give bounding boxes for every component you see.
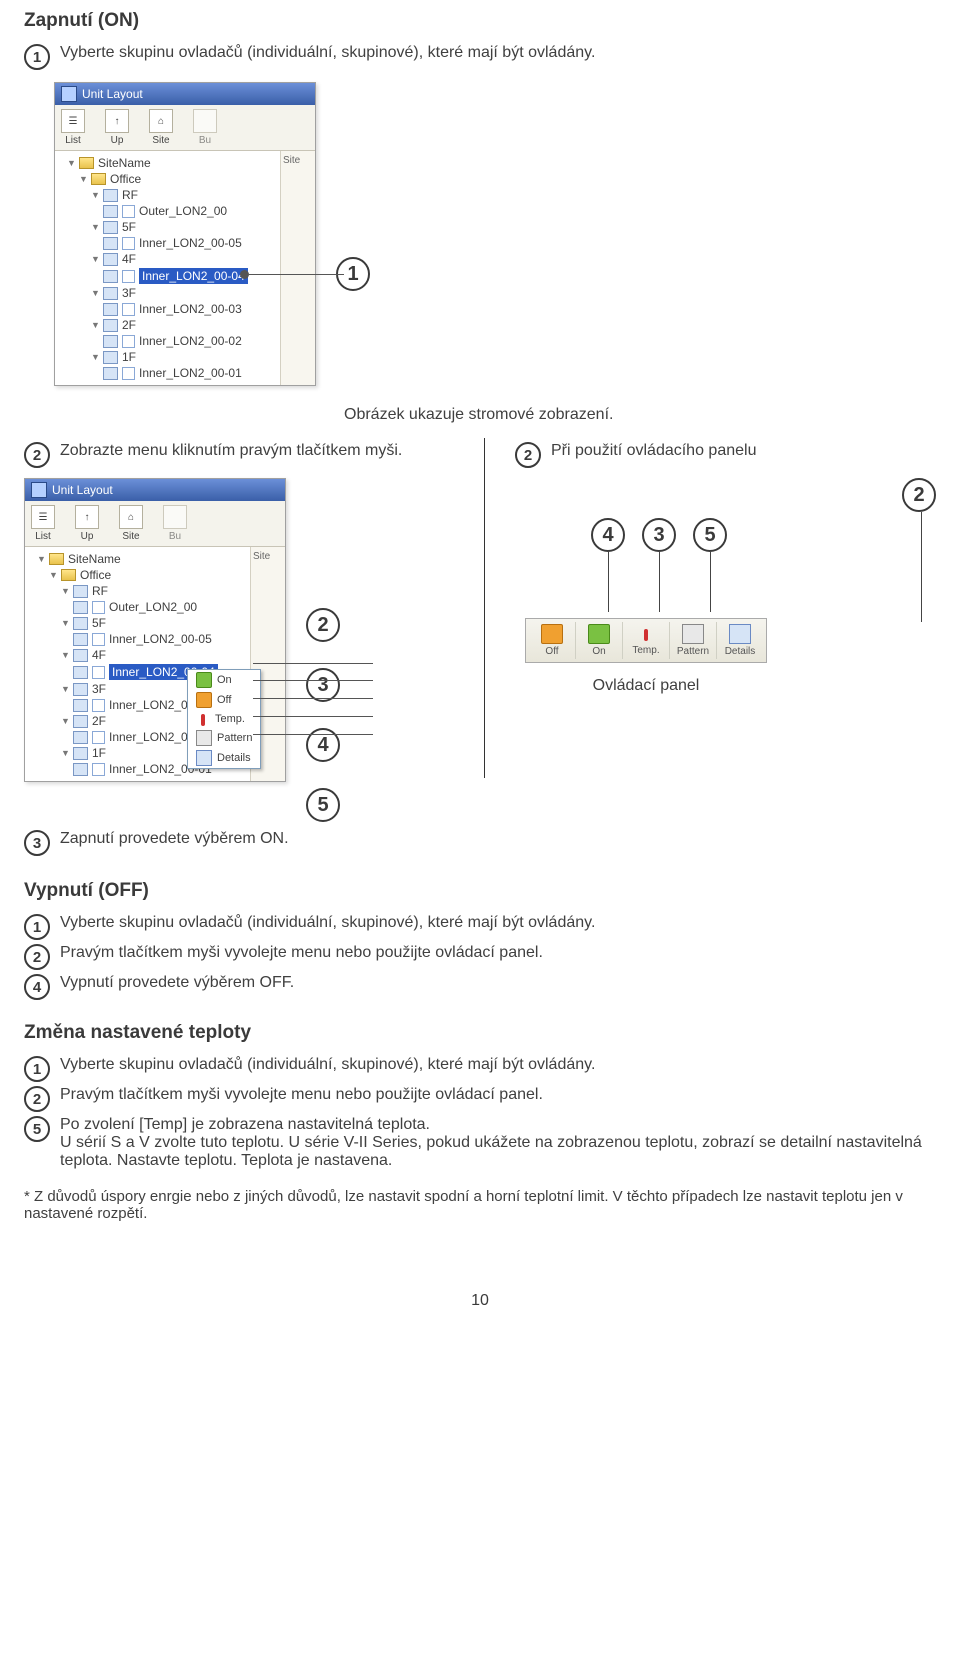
heading-on: Zapnutí (ON): [24, 10, 936, 32]
site-icon: ⌂: [149, 109, 173, 133]
context-menu-details[interactable]: Details: [188, 748, 260, 768]
tree-caption: Obrázek ukazuje stromové zobrazení.: [344, 406, 936, 424]
cp-callout-4: 4: [591, 518, 625, 552]
list-icon: ☰: [61, 109, 85, 133]
step-on-2-text: Zobrazte menu kliknutím pravým tlačítkem…: [60, 442, 454, 460]
details-icon: [729, 624, 751, 644]
unit-layout-window: Unit Layout ☰ List ↑ Up ⌂ Site Bu: [54, 82, 316, 386]
window-title: Unit Layout: [82, 87, 143, 101]
step-temp-2-text: Pravým tlačítkem myši vyvolejte menu neb…: [60, 1086, 936, 1104]
toolbar-up-button[interactable]: ↑ Up: [105, 109, 129, 146]
window-icon: [61, 86, 77, 102]
context-menu[interactable]: On Off Temp. Pattern Details: [187, 669, 261, 769]
tree-view[interactable]: ▼SiteName ▼Office ▼RF Outer_LON2_00 ▼5F …: [55, 151, 280, 385]
cp-temp-button[interactable]: Temp.: [622, 622, 669, 659]
toolbar-list-button[interactable]: ☰ List: [61, 109, 85, 146]
details-icon: [196, 750, 212, 766]
step-marker-off-2: 2: [24, 944, 50, 970]
context-menu-temp[interactable]: Temp.: [188, 710, 260, 728]
on-icon: [588, 624, 610, 644]
callout-2-marker: 2: [306, 608, 340, 642]
step-marker-2b: 2: [515, 442, 541, 468]
cp-pattern-button[interactable]: Pattern: [669, 622, 716, 659]
cp-details-button[interactable]: Details: [716, 622, 763, 659]
step-marker-2: 2: [24, 442, 50, 468]
toolbar-site-button[interactable]: ⌂ Site: [149, 109, 173, 146]
context-menu-pattern[interactable]: Pattern: [188, 728, 260, 748]
step-marker-off-1: 1: [24, 914, 50, 940]
column-divider: [484, 438, 485, 778]
step-marker-temp-1: 1: [24, 1056, 50, 1082]
cp-callout-2: 2: [902, 478, 936, 512]
step-off-4-text: Vypnutí provedete výběrem OFF.: [60, 974, 936, 992]
cp-off-button[interactable]: Off: [529, 622, 575, 659]
context-menu-on[interactable]: On: [188, 670, 260, 690]
up-icon: ↑: [105, 109, 129, 133]
callout-5-marker: 5: [306, 788, 340, 822]
pattern-icon: [682, 624, 704, 644]
callout-3-marker: 3: [306, 668, 340, 702]
control-panel-caption: Ovládací panel: [525, 677, 767, 695]
step-on-2b-text: Při použití ovládacího panelu: [551, 442, 936, 460]
step-off-1-text: Vyberte skupinu ovladačů (individuální, …: [60, 914, 936, 932]
toolbar-extra-button[interactable]: Bu: [193, 109, 217, 146]
footnote: * Z důvodů úspory enrgie nebo z jiných d…: [24, 1188, 936, 1222]
unit-layout-window-2: Unit Layout ☰List ↑Up ⌂Site Bu ▼SiteName…: [24, 478, 286, 782]
step-temp-1-text: Vyberte skupinu ovladačů (individuální, …: [60, 1056, 936, 1074]
heading-temp: Změna nastavené teploty: [24, 1022, 936, 1044]
cp-callout-3: 3: [642, 518, 676, 552]
step-off-2-text: Pravým tlačítkem myši vyvolejte menu neb…: [60, 944, 936, 962]
window-titlebar: Unit Layout: [55, 83, 315, 105]
pattern-icon: [196, 730, 212, 746]
step-on-3-text: Zapnutí provedete výběrem ON.: [60, 830, 936, 848]
right-pane: Site: [280, 151, 315, 385]
step-marker-temp-2: 2: [24, 1086, 50, 1112]
page-number: 10: [24, 1292, 936, 1310]
step-marker-1: 1: [24, 44, 50, 70]
off-icon: [541, 624, 563, 644]
temp-icon: [636, 625, 656, 643]
step-temp-5a-text: Po zvolení [Temp] je zobrazena nastavite…: [60, 1116, 936, 1134]
heading-off: Vypnutí (OFF): [24, 880, 936, 902]
step-marker-off-4: 4: [24, 974, 50, 1000]
step-temp-5b-text: U sérií S a V zvolte tuto teplotu. U sér…: [60, 1134, 936, 1170]
step-on-1-text: Vyberte skupinu ovladačů (individuální, …: [60, 44, 936, 62]
window-toolbar: ☰ List ↑ Up ⌂ Site Bu: [55, 105, 315, 151]
step-marker-3: 3: [24, 830, 50, 856]
temp-icon: [196, 712, 210, 726]
step-marker-temp-5: 5: [24, 1116, 50, 1142]
control-panel: Off On Temp. Pattern Details: [525, 618, 767, 663]
off-icon: [196, 692, 212, 708]
context-menu-off[interactable]: Off: [188, 690, 260, 710]
on-icon: [196, 672, 212, 688]
cp-on-button[interactable]: On: [575, 622, 622, 659]
callout-dot: [240, 270, 249, 279]
cp-callout-5: 5: [693, 518, 727, 552]
